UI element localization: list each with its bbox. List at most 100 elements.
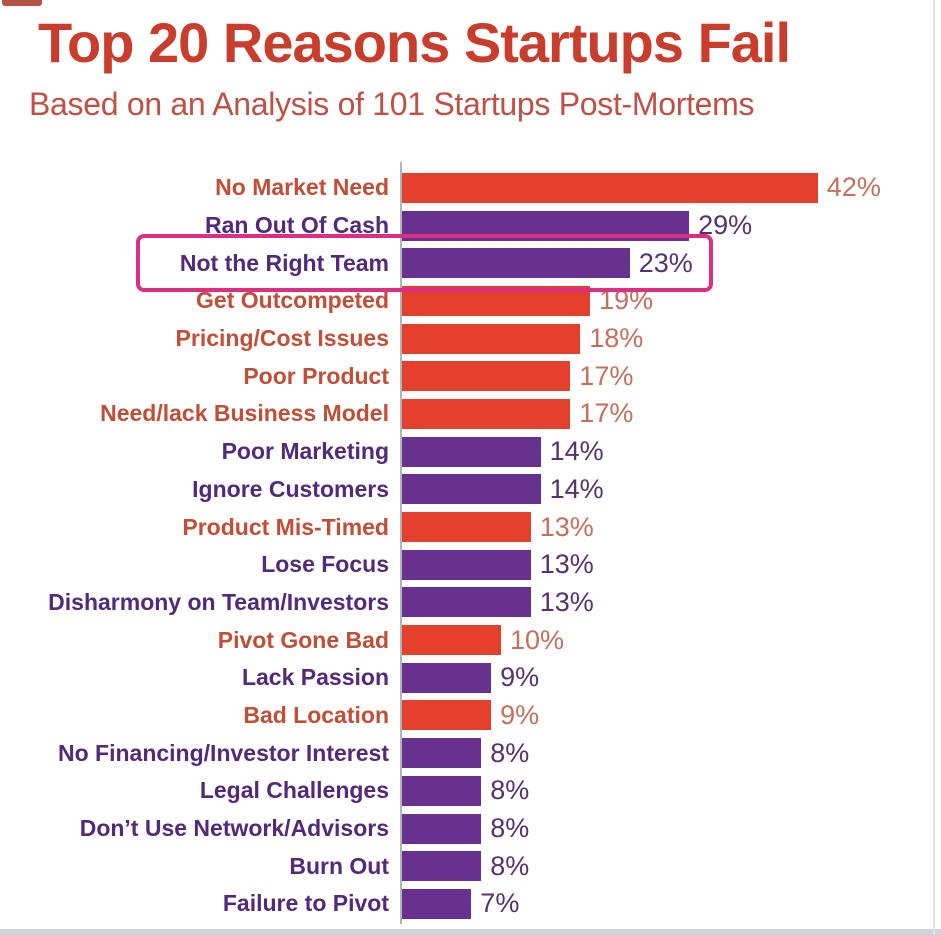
chart-rows: No Market Need 42% Ran Out Of Cash 29% Not t… [0, 169, 941, 923]
category-label: Not the Right Team [179, 249, 389, 276]
bar-area: 13% [402, 546, 941, 584]
value-label: 8% [490, 775, 530, 806]
chart-row: Don’t Use Network/Advisors 8% [0, 810, 941, 848]
bar [402, 210, 690, 241]
category-label: Ignore Customers [192, 475, 389, 502]
chart-row: Legal Challenges 8% [0, 772, 941, 810]
value-label: 9% [500, 662, 540, 693]
bar-area: 23% [402, 244, 941, 282]
bar-area: 29% [402, 207, 941, 245]
value-label: 23% [638, 247, 693, 278]
value-label: 14% [549, 473, 604, 504]
bar-chart: No Market Need 42% Ran Out Of Cash 29% Not t… [0, 162, 941, 924]
photo-artifact [2, 0, 42, 6]
category-label: Ran Out Of Cash [204, 212, 389, 239]
category-label: Bad Location [243, 701, 389, 728]
bar-area: 19% [402, 282, 941, 320]
bar [402, 398, 571, 429]
category-label: Get Outcompeted [196, 287, 389, 314]
bar [402, 323, 581, 354]
category-label: Pricing/Cost Issues [175, 325, 389, 352]
chart-row: Failure to Pivot 7% [0, 885, 941, 923]
bar [402, 625, 501, 656]
bar-area: 42% [402, 169, 941, 207]
category-label: Need/lack Business Model [100, 400, 389, 427]
category-label: Lose Focus [261, 551, 389, 578]
bar [402, 587, 531, 618]
bar [402, 851, 482, 882]
chart-title: Top 20 Reasons Startups Fail [38, 11, 791, 74]
bar [402, 512, 531, 543]
chart-row: Disharmony on Team/Investors 13% [0, 584, 941, 622]
chart-row: Product Mis-Timed 13% [0, 508, 941, 546]
value-label: 8% [490, 737, 530, 768]
value-label: 13% [539, 586, 594, 617]
bar [402, 813, 482, 844]
chart-row: Poor Marketing 14% [0, 433, 941, 471]
chart-row: Need/lack Business Model 17% [0, 395, 941, 433]
chart-row: Ran Out Of Cash 29% [0, 207, 941, 245]
value-label: 13% [539, 549, 594, 580]
bar [402, 436, 541, 467]
category-label: Product Mis-Timed [182, 513, 389, 540]
category-label: Burn Out [289, 852, 389, 879]
value-label: 18% [589, 323, 644, 354]
category-label: No Market Need [215, 174, 389, 201]
category-label: Poor Product [243, 362, 389, 389]
bar-area: 18% [402, 320, 941, 358]
value-label: 42% [826, 172, 881, 203]
bar [402, 549, 531, 580]
category-label: Legal Challenges [199, 777, 389, 804]
bar [402, 285, 591, 316]
chart-row: No Market Need 42% [0, 169, 941, 207]
chart-row: Ignore Customers 14% [0, 471, 941, 509]
chart-row: Pivot Gone Bad 10% [0, 621, 941, 659]
bar-area: 8% [402, 772, 941, 810]
bar [402, 172, 818, 203]
category-label: Lack Passion [241, 664, 389, 691]
bar [402, 775, 482, 806]
chart-row: Poor Product 17% [0, 357, 941, 395]
chart-subtitle: Based on an Analysis of 101 Startups Pos… [29, 86, 755, 122]
bar [402, 361, 571, 392]
category-label: Poor Marketing [221, 438, 389, 465]
value-label: 13% [539, 511, 594, 542]
value-label: 10% [510, 624, 565, 655]
bar-area: 10% [402, 621, 941, 659]
value-label: 8% [490, 850, 530, 881]
chart-row: No Financing/Investor Interest 8% [0, 734, 941, 772]
bar [402, 248, 630, 279]
chart-row: Pricing/Cost Issues 18% [0, 320, 941, 358]
category-label: Don’t Use Network/Advisors [79, 815, 389, 842]
chart-row: Not the Right Team 23% [0, 244, 941, 282]
bar-area: 8% [402, 810, 941, 848]
photo-edge-right [933, 0, 935, 935]
bar-area: 8% [402, 847, 941, 885]
value-label: 29% [698, 210, 753, 241]
bar [402, 662, 492, 693]
value-label: 19% [599, 285, 654, 316]
value-label: 17% [579, 398, 634, 429]
value-label: 9% [500, 699, 540, 730]
chart-row: Get Outcompeted 19% [0, 282, 941, 320]
photo-edge-bottom [0, 929, 941, 935]
chart-row: Lack Passion 9% [0, 659, 941, 697]
bar-area: 8% [402, 734, 941, 772]
category-label: Failure to Pivot [222, 890, 389, 917]
axis-line [400, 162, 402, 924]
bar [402, 888, 472, 919]
bar [402, 738, 482, 769]
bar-area: 13% [402, 584, 941, 622]
category-label: Pivot Gone Bad [217, 626, 389, 653]
chart-row: Burn Out 8% [0, 847, 941, 885]
chart-row: Lose Focus 13% [0, 546, 941, 584]
bar-area: 17% [402, 395, 941, 433]
bar [402, 700, 492, 731]
value-label: 8% [490, 813, 530, 844]
bar-area: 14% [402, 471, 941, 509]
bar-area: 9% [402, 697, 941, 735]
bar-area: 7% [402, 885, 941, 923]
value-label: 14% [549, 436, 604, 467]
value-label: 7% [480, 888, 520, 919]
category-label: No Financing/Investor Interest [58, 739, 389, 766]
